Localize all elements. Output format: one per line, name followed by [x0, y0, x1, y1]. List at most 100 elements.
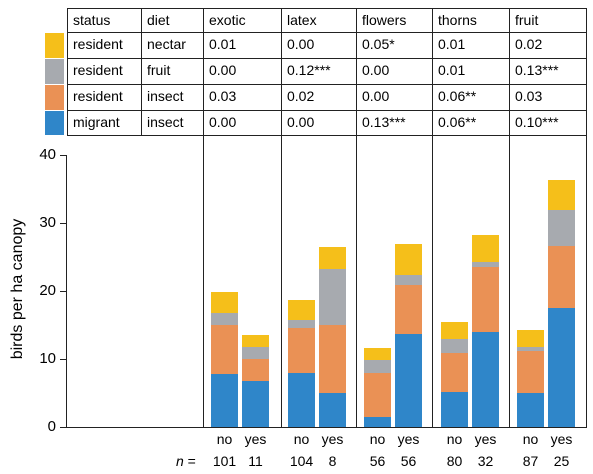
- table-coefficient: 0.00: [209, 114, 237, 130]
- table-row-line: [67, 32, 587, 33]
- y-tick: [60, 155, 66, 156]
- bar-segment: [242, 359, 269, 381]
- table-col-line: [509, 8, 510, 135]
- bar-segment: [288, 328, 315, 373]
- table-header: thorns: [438, 12, 477, 28]
- y-tick-label: 10: [39, 350, 56, 367]
- bar-segment: [364, 348, 391, 361]
- bar-segment: [288, 372, 315, 427]
- bar-segment: [472, 261, 499, 267]
- bar-segment: [472, 266, 499, 332]
- bar-segment: [211, 373, 238, 427]
- bar-segment: [472, 234, 499, 262]
- bar-segment: [517, 350, 544, 393]
- bar-segment: [364, 360, 391, 373]
- table-header: fruit: [515, 12, 539, 28]
- table-col-line: [432, 8, 433, 135]
- table-coefficient: 0.05*: [362, 36, 395, 52]
- table-diet: insect: [147, 88, 184, 104]
- bar-segment: [441, 352, 468, 393]
- bar-segment: [395, 333, 422, 427]
- bar-segment: [472, 331, 499, 427]
- bar-segment: [517, 393, 544, 427]
- y-tick-label: 40: [39, 146, 56, 163]
- x-category-label: yes: [244, 431, 267, 447]
- x-category-label: no: [446, 431, 463, 447]
- bar-segment: [441, 322, 468, 340]
- y-axis: [66, 155, 67, 428]
- legend-swatch: [45, 111, 64, 135]
- table-diet: insect: [147, 114, 184, 130]
- table-coefficient: 0.02: [287, 88, 315, 104]
- sample-size-label: 32: [477, 453, 494, 469]
- table-col-line: [141, 8, 142, 135]
- group-separator: [281, 135, 282, 427]
- y-tick-label: 0: [47, 418, 56, 435]
- table-row-line: [67, 135, 587, 136]
- sample-size-label: 87: [522, 453, 539, 469]
- sample-size-label: 104: [289, 453, 314, 469]
- table-coefficient: 0.03: [209, 88, 237, 104]
- bar-segment: [242, 380, 269, 427]
- table-coefficient: 0.00: [362, 62, 390, 78]
- x-category-label: no: [522, 431, 539, 447]
- bar-segment: [517, 347, 544, 351]
- bar-segment: [395, 244, 422, 275]
- table-row-line: [67, 84, 587, 85]
- legend-swatch: [45, 85, 64, 110]
- table-col-line: [586, 8, 587, 135]
- sample-size-label: 80: [446, 453, 463, 469]
- sample-size-label: 56: [369, 453, 386, 469]
- bar-segment: [548, 308, 575, 427]
- bar-segment: [548, 210, 575, 247]
- table-coefficient: 0.13***: [515, 62, 559, 78]
- table-status: resident: [73, 62, 123, 78]
- sample-size-label: 25: [553, 453, 570, 469]
- table-row-line: [67, 110, 587, 111]
- table-diet: nectar: [147, 36, 186, 52]
- bar-segment: [319, 268, 346, 325]
- table-coefficient: 0.12***: [287, 62, 331, 78]
- y-tick: [60, 291, 66, 292]
- legend-swatch: [45, 59, 64, 84]
- table-header: flowers: [362, 12, 407, 28]
- bar-segment: [319, 325, 346, 393]
- x-category-label: yes: [321, 431, 344, 447]
- plot-right-border: [586, 135, 587, 427]
- bar-segment: [211, 312, 238, 325]
- bar-segment: [211, 325, 238, 374]
- table-status: migrant: [73, 114, 120, 130]
- table-coefficient: 0.00: [287, 36, 315, 52]
- table-row-line: [67, 8, 587, 9]
- table-col-line: [203, 8, 204, 135]
- table-coefficient: 0.03: [515, 88, 543, 104]
- table-diet: fruit: [147, 62, 171, 78]
- y-tick: [60, 223, 66, 224]
- table-col-line: [67, 8, 68, 135]
- table-coefficient: 0.01: [438, 62, 466, 78]
- sample-size-label: 8: [328, 453, 337, 469]
- x-category-label: yes: [550, 431, 573, 447]
- bar-segment: [288, 320, 315, 329]
- table-header: diet: [147, 12, 170, 28]
- bar-segment: [288, 299, 315, 321]
- bar-segment: [441, 392, 468, 427]
- table-coefficient: 0.01: [438, 36, 466, 52]
- table-coefficient: 0.02: [515, 36, 543, 52]
- bar-segment: [242, 334, 269, 347]
- group-separator: [356, 135, 357, 427]
- bar-segment: [211, 291, 238, 313]
- bar-segment: [517, 329, 544, 348]
- y-tick-label: 20: [39, 282, 56, 299]
- table-coefficient: 0.06**: [438, 114, 477, 130]
- sample-size-label: 56: [400, 453, 417, 469]
- y-tick: [60, 427, 66, 428]
- group-separator: [509, 135, 510, 427]
- table-coefficient: 0.00: [362, 88, 390, 104]
- bar-segment: [548, 180, 575, 211]
- sample-size-prefix: n =: [176, 453, 196, 469]
- table-coefficient: 0.00: [287, 114, 315, 130]
- x-category-label: yes: [397, 431, 420, 447]
- group-separator: [432, 135, 433, 427]
- y-tick-label: 30: [39, 214, 56, 231]
